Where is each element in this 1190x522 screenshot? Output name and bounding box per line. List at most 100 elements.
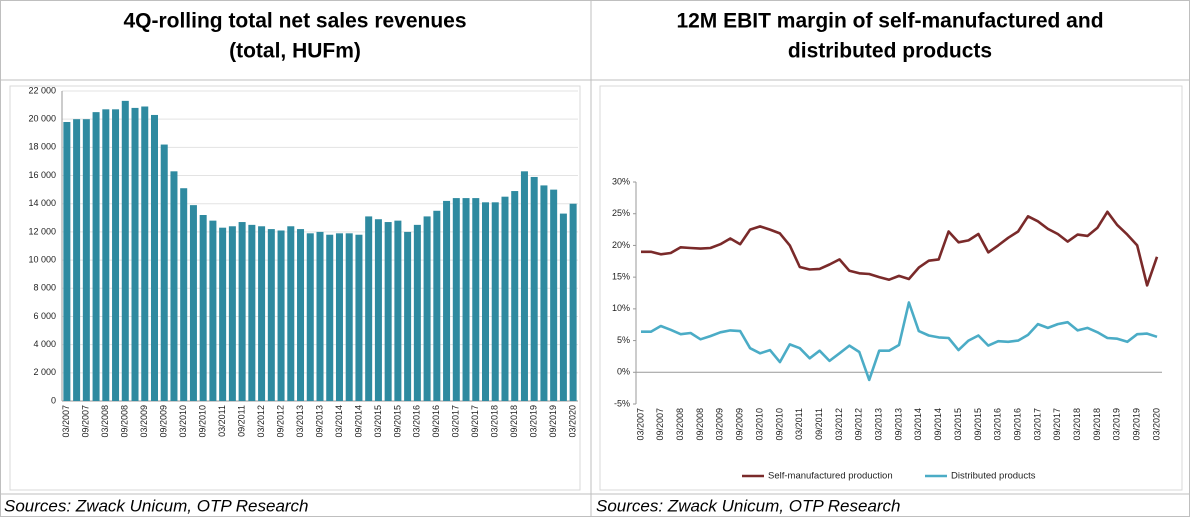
bar	[335, 233, 343, 401]
x-tick-label: 03/2018	[490, 405, 500, 438]
x-tick-label: 03/2013	[295, 405, 305, 438]
x-tick-label: 09/2017	[1052, 408, 1062, 441]
bar	[287, 226, 295, 401]
y-tick-label: 20 000	[28, 114, 56, 124]
source: Sources: Zwack Unicum, OTP Research	[596, 496, 901, 515]
x-tick-label: 03/2017	[1032, 408, 1042, 441]
x-tick-label: 09/2016	[1012, 408, 1022, 441]
bar	[189, 205, 197, 401]
x-tick-label: 03/2019	[1112, 408, 1122, 441]
bar	[530, 176, 538, 401]
bar	[482, 202, 490, 401]
y-tick-label: 12 000	[28, 226, 56, 236]
legend-label: Distributed products	[951, 471, 1036, 482]
y-tick-label: 14 000	[28, 198, 56, 208]
y-tick-label: 8 000	[33, 283, 56, 293]
bar	[472, 198, 480, 401]
x-tick-label: 03/2013	[874, 408, 884, 441]
bar	[160, 144, 168, 401]
bar	[540, 185, 548, 401]
bar	[121, 100, 129, 401]
x-tick-label: 09/2009	[159, 405, 169, 438]
bar	[228, 226, 236, 401]
x-tick-label: 09/2015	[392, 405, 402, 438]
bar	[63, 122, 71, 401]
x-tick-label: 09/2010	[198, 405, 208, 438]
y-tick-label: 0%	[617, 367, 630, 377]
bar	[550, 189, 558, 401]
bar	[258, 226, 266, 401]
y-tick-label: 4 000	[33, 339, 56, 349]
bar	[491, 202, 499, 401]
x-tick-label: 03/2009	[715, 408, 725, 441]
x-tick-label: 09/2014	[933, 408, 943, 441]
line	[641, 301, 1158, 382]
bar	[345, 233, 353, 401]
bar	[501, 196, 509, 401]
bar	[433, 210, 441, 401]
bar	[511, 191, 519, 401]
x-tick-label: 09/2008	[120, 405, 130, 438]
x-tick-label: 09/2011	[236, 405, 246, 437]
x-tick-label: 03/2016	[412, 405, 422, 438]
y-tick-label: 18 000	[28, 142, 56, 152]
x-tick-label: 03/2012	[256, 405, 266, 438]
bar	[423, 216, 431, 401]
x-tick-label: 03/2009	[139, 405, 149, 438]
bar	[462, 198, 470, 401]
bar	[365, 216, 373, 401]
y-tick-label: 22 000	[28, 85, 56, 95]
x-tick-label: 09/2010	[774, 408, 784, 441]
bar	[82, 119, 90, 401]
x-tick-label: 03/2015	[373, 405, 383, 438]
x-tick-label: 09/2016	[431, 405, 441, 438]
bar	[277, 230, 285, 401]
x-tick-label: 09/2009	[735, 408, 745, 441]
x-tick-label: 09/2011	[814, 408, 824, 440]
y-tick-label: 10 000	[28, 254, 56, 264]
bar	[209, 220, 217, 401]
x-tick-label: 09/2012	[854, 408, 864, 441]
bar	[297, 229, 305, 401]
line	[641, 210, 1159, 287]
bar	[452, 198, 460, 401]
chart-title: (total, HUFm)	[229, 40, 361, 63]
bar	[141, 106, 149, 401]
bar	[238, 222, 246, 401]
x-tick-label: 03/2014	[334, 405, 344, 438]
x-tick-label: 03/2011	[217, 405, 227, 437]
x-tick-label: 03/2010	[178, 405, 188, 438]
x-tick-label: 03/2011	[794, 408, 804, 440]
y-tick-label: 0	[51, 395, 56, 405]
x-tick-label: 03/2019	[529, 405, 539, 438]
x-tick-label: 03/2012	[834, 408, 844, 441]
x-tick-label: 03/2016	[993, 408, 1003, 441]
x-tick-label: 09/2019	[1132, 408, 1142, 441]
x-tick-label: 09/2017	[470, 405, 480, 438]
bar	[316, 231, 324, 401]
x-tick-label: 09/2018	[1092, 408, 1102, 441]
x-tick-label: 03/2015	[953, 408, 963, 441]
bar	[569, 203, 577, 401]
chart-title: 12M EBIT margin of self-manufactured and	[676, 10, 1103, 33]
y-tick-label: 5%	[617, 335, 630, 345]
x-tick-label: 03/2014	[913, 408, 923, 441]
bar	[131, 107, 139, 401]
x-tick-label: 09/2018	[509, 405, 519, 438]
x-tick-label: 03/2008	[100, 405, 110, 438]
x-tick-label: 03/2018	[1072, 408, 1082, 441]
bar	[92, 112, 100, 402]
bar	[404, 231, 412, 401]
chart-title: 4Q-rolling total net sales revenues	[123, 10, 466, 33]
y-tick-label: 6 000	[33, 311, 56, 321]
y-tick-label: 25%	[612, 208, 630, 218]
bar	[326, 234, 334, 401]
x-tick-label: 09/2008	[695, 408, 705, 441]
bar	[384, 222, 392, 401]
y-tick-label: 2 000	[33, 367, 56, 377]
plot-frame	[599, 85, 1183, 491]
y-tick-label: 20%	[612, 240, 630, 250]
x-tick-label: 09/2019	[548, 405, 558, 438]
